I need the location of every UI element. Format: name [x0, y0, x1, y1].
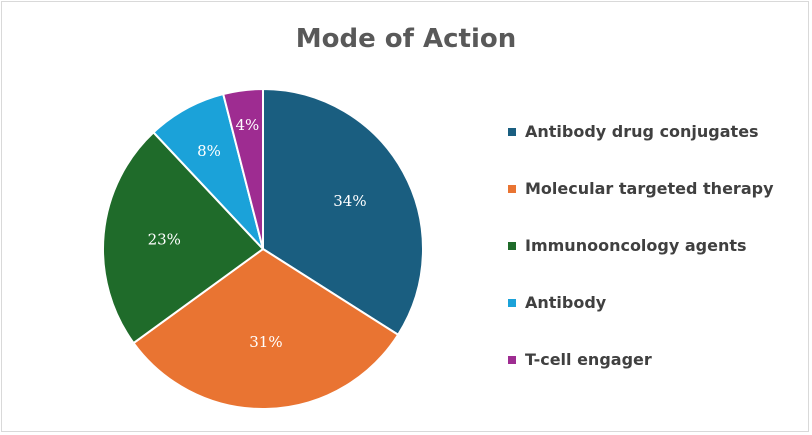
legend-item-immunooncology-agents: Immunooncology agents	[508, 235, 808, 292]
legend-label: Immunooncology agents	[525, 236, 747, 255]
pie-slice-molecular-targeted-therapy	[132, 247, 400, 410]
legend-swatch	[508, 356, 516, 364]
legend-swatch	[508, 185, 516, 193]
legend-item-antibody-drug-conjugates: Antibody drug conjugates	[508, 121, 808, 178]
pie-slice-immunooncology-agents	[102, 130, 265, 345]
chart-title: Mode of Action	[295, 24, 517, 54]
legend-label: Antibody drug conjugates	[525, 122, 759, 141]
legend-item-t-cell-engager: T-cell engager	[508, 349, 808, 406]
legend-label: Molecular targeted therapy	[525, 179, 774, 198]
legend-label: Antibody	[525, 293, 607, 312]
legend: Antibody drug conjugates Molecular target…	[508, 121, 808, 406]
data-label-molecular-targeted-therapy: 31%	[249, 333, 282, 351]
legend-swatch	[508, 128, 516, 136]
data-label-t-cell-engager: 4%	[235, 116, 259, 134]
data-label-antibody-drug-conjugates: 34%	[333, 192, 366, 210]
data-label-immunooncology-agents: 23%	[148, 231, 181, 249]
legend-item-molecular-targeted-therapy: Molecular targeted therapy	[508, 178, 808, 235]
data-label-antibody: 8%	[197, 142, 221, 160]
legend-swatch	[508, 299, 516, 307]
legend-swatch	[508, 242, 516, 250]
legend-label: T-cell engager	[525, 350, 652, 369]
pie-slice-t-cell-engager	[221, 87, 264, 250]
legend-item-antibody: Antibody	[508, 292, 808, 349]
